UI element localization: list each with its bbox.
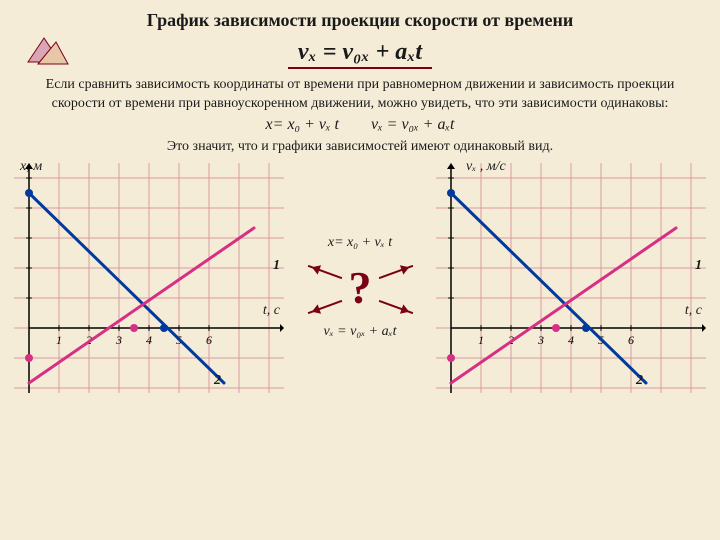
svg-text:1: 1 (478, 333, 484, 347)
formula-text: vₓ = v₀ₓ + aₓt (288, 37, 432, 69)
decorative-shapes-icon (20, 32, 70, 68)
svg-text:4: 4 (568, 333, 574, 347)
left-y-axis-label: x, м (20, 159, 42, 175)
svg-text:6: 6 (206, 333, 212, 347)
arrow-icon (307, 300, 342, 314)
description-paragraph: Если сравнить зависимость координаты от … (0, 70, 720, 114)
right-chart: vₓ , м/с t, с 1 2 123456 (436, 163, 706, 393)
svg-text:3: 3 (115, 333, 122, 347)
left-chart: x, м t, с 1 2 123456 (14, 163, 284, 393)
center-column: x= x₀ + vₓ t ? vₓ = v₀ₓ + aₓt (285, 163, 435, 393)
right-chart-svg: 123456 (436, 163, 706, 393)
svg-text:3: 3 (537, 333, 544, 347)
question-mark: ? (349, 261, 372, 314)
left-marker-2: 2 (214, 373, 221, 389)
right-x-axis-label: t, с (685, 303, 702, 319)
svg-text:4: 4 (146, 333, 152, 347)
main-formula: vₓ = v₀ₓ + aₓt (0, 35, 720, 70)
right-marker-1: 1 (695, 258, 702, 274)
charts-row: x, м t, с 1 2 123456 x= x₀ + vₓ t ? vₓ =… (0, 157, 720, 393)
conclusion-text: Это значит, что и графики зависимостей и… (0, 136, 720, 157)
right-y-axis-label: vₓ , м/с (466, 159, 506, 175)
left-marker-1: 1 (273, 258, 280, 274)
left-chart-svg: 123456 (14, 163, 284, 393)
equation-pair: x= x₀ + vₓ t vₓ = v₀ₓ + aₓt (0, 114, 720, 136)
page-title: График зависимости проекции скорости от … (0, 0, 720, 35)
center-eq-top: x= x₀ + vₓ t (328, 235, 392, 251)
arrow-icon (378, 300, 413, 314)
svg-text:6: 6 (628, 333, 634, 347)
left-x-axis-label: t, с (263, 303, 280, 319)
qmark-text: ? (349, 262, 372, 313)
svg-text:1: 1 (56, 333, 62, 347)
right-marker-2: 2 (636, 373, 643, 389)
arrow-icon (307, 265, 342, 279)
arrow-icon (378, 265, 413, 279)
center-eq-bottom: vₓ = v₀ₓ + aₓt (323, 324, 396, 340)
